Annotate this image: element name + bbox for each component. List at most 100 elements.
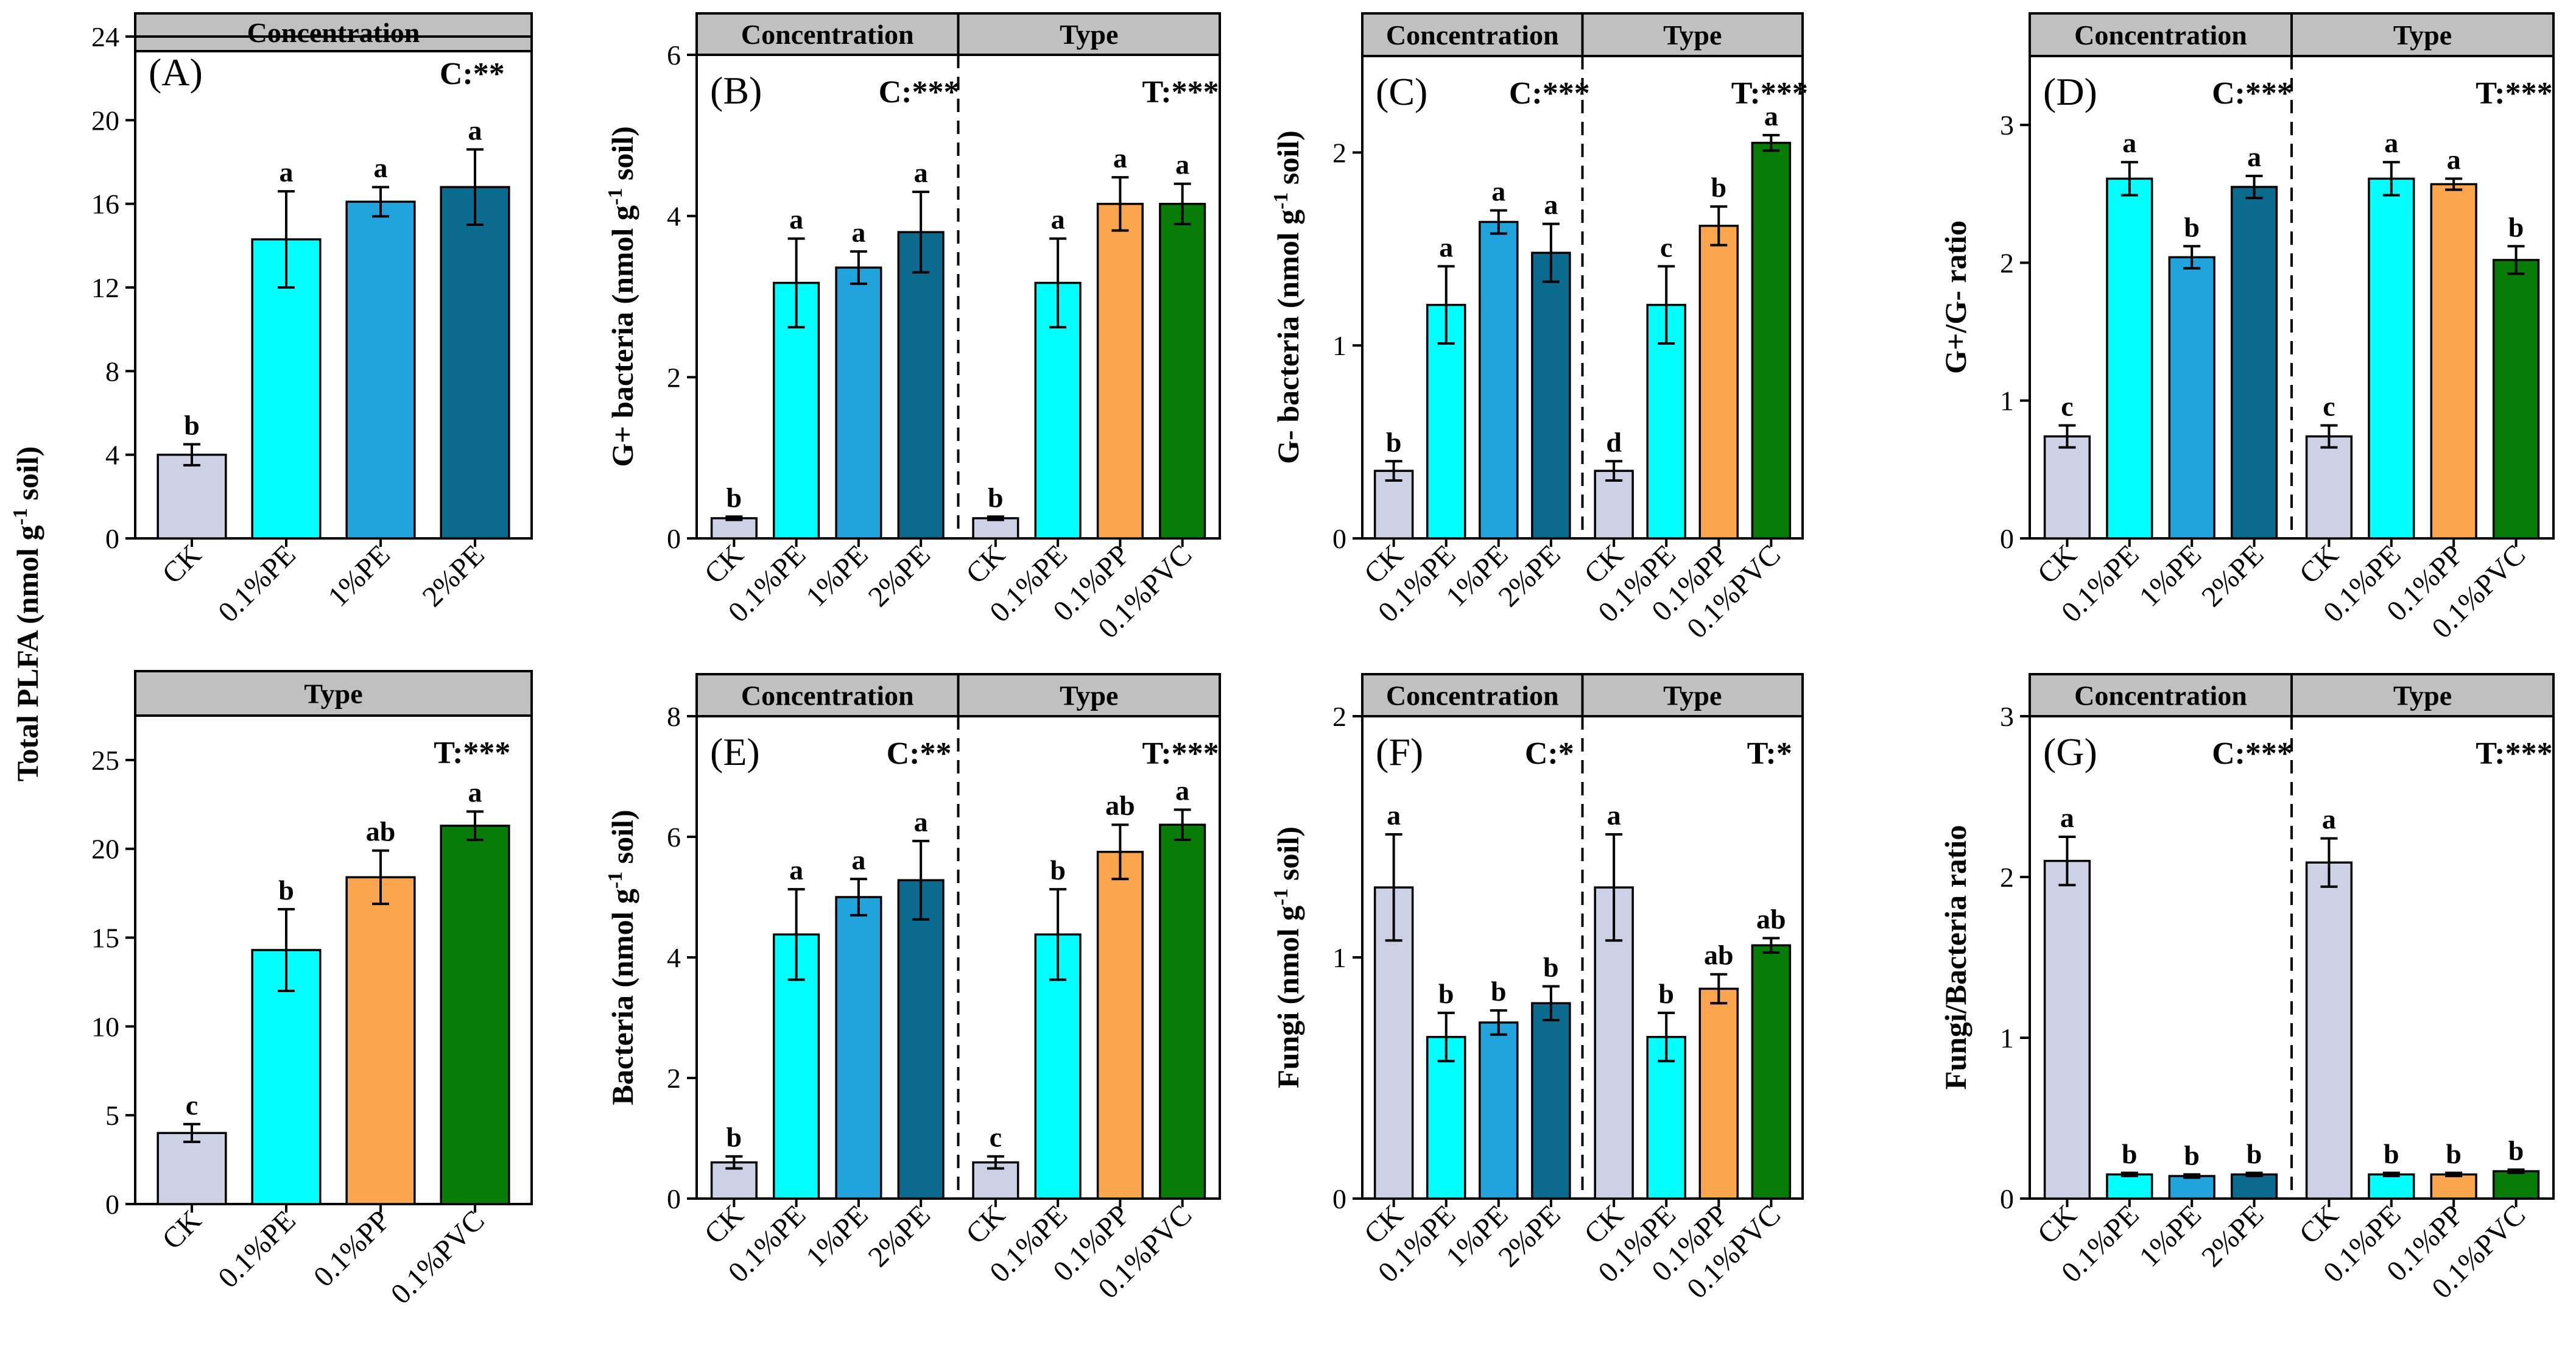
significance-label: C:** — [440, 57, 505, 91]
y-tick-label: 0 — [2000, 1183, 2014, 1214]
y-tick-label: 10 — [91, 1011, 119, 1042]
x-tick-label: 0.1%PVC — [385, 1204, 491, 1310]
y-axis-label-tail: soil) — [1271, 130, 1305, 192]
significance-letter: b — [988, 482, 1004, 513]
y-tick-label: 6 — [667, 822, 681, 853]
y-tick-label: 0 — [2000, 523, 2014, 554]
panel-label: (G) — [2043, 730, 2097, 773]
significance-label: T:*** — [1142, 75, 1219, 110]
significance-label: C:* — [1525, 736, 1574, 771]
significance-letter: a — [1175, 149, 1189, 180]
significance-letter: b — [2384, 1138, 2399, 1169]
chart-panel-d: Concentration Type 0 1 2 3 G+/G- ratio (D) C:***… — [1938, 12, 2555, 645]
significance-letter: b — [1491, 976, 1507, 1007]
y-axis-label-sup: -1 — [604, 872, 627, 889]
significance-letter: ab — [1756, 903, 1786, 934]
significance-letter: ab — [1105, 790, 1135, 821]
panel-label: (A) — [149, 51, 203, 94]
x-tick-label: CK — [960, 1199, 1012, 1250]
panel-label: (B) — [710, 69, 762, 112]
y-axis-label-tail: soil) — [1271, 826, 1305, 888]
x-tick-label: 2%PE — [2195, 538, 2270, 613]
y-tick-label: 2 — [1332, 701, 1346, 732]
x-tick-label: CK — [699, 538, 750, 590]
bar-01pe — [2106, 177, 2153, 540]
group-header-label: Type — [2393, 19, 2452, 51]
significance-label: C:*** — [1509, 76, 1590, 111]
group-header-1 — [957, 673, 1221, 717]
bar-01pvc — [1751, 944, 1792, 1200]
bar-ck — [710, 517, 758, 540]
group-header-label: Concentration — [247, 17, 420, 48]
bar-2pe — [1531, 252, 1571, 540]
x-tick-label: 2%PE — [862, 538, 937, 613]
y-axis-label-sup: -1 — [1270, 889, 1292, 906]
significance-label: T:*** — [434, 736, 510, 770]
y-tick-label: 4 — [667, 201, 681, 232]
chart-panel-f: Concentration Type 0 1 2 Fungi (nmol g-1 soil… — [1270, 673, 1804, 1305]
significance-letter: b — [2122, 1138, 2138, 1169]
significance-label: T:* — [1747, 736, 1792, 771]
y-axis-label: Bacteria (nmol g-1 soil) — [604, 809, 639, 1105]
significance-letter: a — [374, 152, 388, 183]
significance-letter: a — [789, 854, 803, 886]
significance-letter: b — [2508, 211, 2524, 242]
chart-panel-a: Concentration 0 4 8 12 16 20 24 (A) C:** b CK a 0.1%P… — [91, 12, 533, 629]
significance-letter: b — [2247, 1138, 2262, 1169]
y-tick-label: 0 — [105, 1189, 119, 1220]
significance-letter: a — [2122, 127, 2136, 158]
y-tick-label: 16 — [91, 189, 119, 220]
y-tick-label: 2 — [2000, 862, 2014, 893]
significance-letter: a — [1113, 143, 1127, 174]
panel-label: (C) — [1376, 70, 1427, 113]
group-header-0 — [2029, 673, 2293, 717]
y-axis-label-text: Fungi (nmol g — [1271, 906, 1305, 1088]
x-tick-label: 1%PE — [2133, 538, 2208, 613]
chart-panel-g: Concentration Type 0 1 2 3 Fungi/Bacteria rati… — [1938, 673, 2555, 1305]
y-axis-label-tail: soil) — [605, 126, 639, 188]
bar-01pe — [251, 949, 322, 1205]
significance-letter: ab — [366, 816, 396, 847]
group-header-label: Concentration — [741, 19, 914, 50]
bar-2pe — [2230, 186, 2278, 540]
x-tick-label: CK — [699, 1199, 750, 1250]
y-tick-label: 3 — [2000, 701, 2014, 732]
significance-letter: b — [2184, 1139, 2200, 1171]
bar-ck — [157, 1132, 227, 1205]
y-axis-label: G- bacteria (nmol g-1 soil) — [1270, 130, 1305, 464]
bar-01pp — [2430, 183, 2477, 540]
x-tick-label: 1%PE — [800, 1199, 874, 1273]
significance-letter: a — [1175, 775, 1189, 806]
bar-1pe — [2168, 256, 2215, 540]
group-header-label: Type — [1060, 19, 1118, 50]
significance-letter: c — [2323, 390, 2335, 421]
significance-label: C:*** — [2212, 76, 2293, 111]
x-tick-label: 2%PE — [1492, 538, 1566, 613]
y-tick-label: 0 — [1332, 1183, 1346, 1214]
group-header-label: Type — [1663, 19, 1722, 51]
y-tick-label: 0 — [105, 523, 119, 554]
group-header-label: Concentration — [2074, 680, 2247, 711]
y-tick-label: 5 — [105, 1100, 119, 1131]
y-tick-label: 2 — [1332, 137, 1346, 168]
x-tick-label: 0.1%PE — [212, 1204, 302, 1294]
y-tick-label: 1 — [2000, 386, 2014, 417]
y-axis-label: G+ bacteria (nmol g-1 soil) — [604, 126, 639, 467]
bar-01pvc — [440, 825, 510, 1205]
bar-2pe — [897, 231, 945, 540]
significance-letter: c — [2061, 390, 2073, 421]
significance-letter: a — [1764, 100, 1778, 132]
bar-ck — [1373, 470, 1414, 540]
y-axis-label-text: G+/G- ratio — [1938, 220, 1972, 374]
group-header-label: Type — [304, 678, 362, 710]
bar-01pp — [1096, 203, 1144, 540]
significance-letter: a — [468, 114, 482, 146]
y-axis-label-tail: soil) — [605, 809, 639, 871]
bar-01pvc — [2492, 1170, 2540, 1200]
bar-2pe — [1531, 1002, 1571, 1200]
chart-panel-a2: Type 0 5 10 15 20 25 T:*** c CK b 0.1%PE ab 0.1%PP a 0.… — [91, 670, 533, 1311]
significance-label: T:*** — [1731, 76, 1808, 111]
y-tick-label: 20 — [91, 834, 119, 865]
significance-letter: a — [2247, 141, 2261, 172]
